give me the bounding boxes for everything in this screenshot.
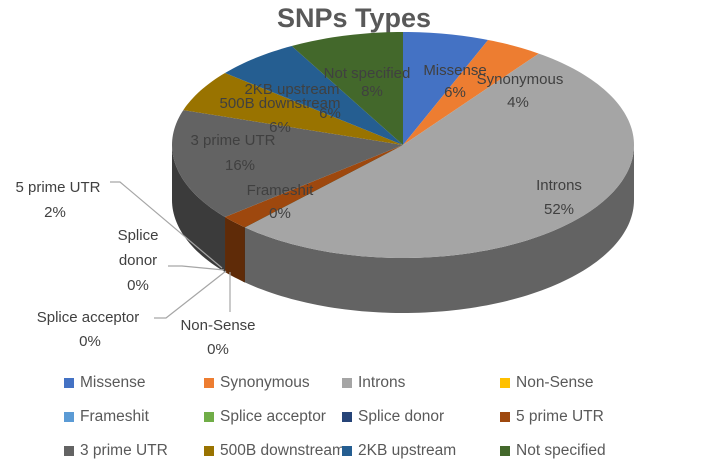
legend-swatch-icon — [204, 378, 214, 388]
legend-item: 2KB upstream — [342, 442, 456, 460]
legend-label: 5 prime UTR — [516, 408, 604, 425]
legend-swatch-icon — [64, 412, 74, 422]
pie-slice-2kb-upstream — [225, 45, 403, 146]
legend-label: Synonymous — [220, 374, 310, 391]
label-introns-pct: 52% — [544, 201, 574, 218]
legend-row: Missense Synonymous Introns Non-Sense — [64, 366, 708, 400]
label-notspec-pct: 8% — [361, 83, 383, 100]
legend-item: Introns — [342, 374, 405, 392]
label-3prime: 3 prime UTR — [190, 132, 275, 149]
label-3prime-pct: 16% — [225, 157, 255, 174]
legend-label: Splice donor — [358, 408, 445, 425]
legend-swatch-icon — [204, 446, 214, 456]
pie-top — [172, 32, 634, 258]
pie-slice-5-prime-utr — [225, 145, 403, 228]
label-spliceacceptor: Splice acceptor — [37, 309, 140, 326]
legend-swatch-icon — [64, 446, 74, 456]
label-synonymous-pct: 4% — [507, 94, 529, 111]
data-labels: Missense 6% Synonymous 4% Introns 52% No… — [15, 62, 581, 358]
pie-slices — [172, 32, 634, 313]
label-introns: Introns — [536, 177, 582, 194]
legend-label: 500B downstream — [220, 442, 345, 459]
label-frameshit-pct: 0% — [269, 205, 291, 222]
label-synonymous: Synonymous — [477, 71, 564, 88]
chart-legend: Missense Synonymous Introns Non-Sense Frames… — [64, 366, 708, 468]
legend-item: Splice acceptor — [204, 408, 326, 426]
legend-item: 500B downstream — [204, 442, 345, 460]
legend-label: Introns — [358, 374, 406, 391]
legend-swatch-icon — [500, 412, 510, 422]
label-500b-pct: 6% — [269, 119, 291, 136]
legend-swatch-icon — [342, 446, 352, 456]
pie-side-segment — [244, 145, 634, 313]
pie-slice-missense — [403, 32, 489, 145]
legend-swatch-icon — [342, 378, 352, 388]
legend-swatch-icon — [204, 412, 214, 422]
legend-item: Non-Sense — [500, 374, 594, 392]
label-missense-pct: 6% — [444, 84, 466, 101]
label-splicedonor-pct: 0% — [127, 277, 149, 294]
pie-slice-not-specified — [291, 32, 403, 145]
label-notspec: Not specified — [324, 65, 411, 82]
label-2kb-pct: 6% — [319, 105, 341, 122]
label-2kb: 2KB upstream — [244, 81, 339, 98]
legend-swatch-icon — [500, 446, 510, 456]
chart-title: SNPs Types — [276, 3, 432, 33]
pie-slice-synonymous — [403, 39, 539, 145]
legend-label: Non-Sense — [516, 374, 594, 391]
legend-item: Frameshit — [64, 408, 149, 426]
legend-item: 5 prime UTR — [500, 408, 604, 426]
legend-label: Not specified — [516, 442, 606, 459]
pie-slice-introns — [244, 53, 634, 258]
legend-label: 3 prime UTR — [80, 442, 168, 459]
label-spliceacceptor-pct: 0% — [79, 333, 101, 350]
legend-swatch-icon — [342, 412, 352, 422]
legend-item: Synonymous — [204, 374, 310, 392]
label-missense: Missense — [423, 62, 486, 79]
pie-side-segment — [172, 145, 226, 273]
legend-row: 3 prime UTR 500B downstream 2KB upstream No… — [64, 434, 708, 468]
label-frameshit: Frameshit — [247, 182, 315, 199]
leader-lines — [110, 181, 231, 319]
legend-item: 3 prime UTR — [64, 442, 168, 460]
label-nonsense-pct: 0% — [207, 341, 229, 358]
legend-label: 2KB upstream — [358, 442, 457, 459]
legend-item: Not specified — [500, 442, 606, 460]
pie-slice-3-prime-utr — [172, 110, 403, 218]
legend-item: Missense — [64, 374, 145, 392]
legend-label: Splice acceptor — [220, 408, 326, 425]
label-5prime-pct: 2% — [44, 204, 66, 221]
legend-swatch-icon — [500, 378, 510, 388]
legend-item: Splice donor — [342, 408, 444, 426]
legend-label: Missense — [80, 374, 146, 391]
legend-row: Frameshit Splice acceptor Splice donor 5 pr… — [64, 400, 708, 434]
legend-swatch-icon — [64, 378, 74, 388]
label-nonsense: Non-Sense — [180, 317, 255, 334]
label-splicedonor-1: Splice — [118, 227, 159, 244]
label-500b: 500B downstream — [220, 95, 341, 112]
pie-side-segment — [225, 217, 245, 283]
legend-label: Frameshit — [80, 408, 149, 425]
label-5prime: 5 prime UTR — [15, 179, 100, 196]
label-splicedonor-2: donor — [119, 252, 157, 269]
pie-side — [172, 145, 634, 313]
pie-slice-500b-downstream — [183, 72, 403, 145]
